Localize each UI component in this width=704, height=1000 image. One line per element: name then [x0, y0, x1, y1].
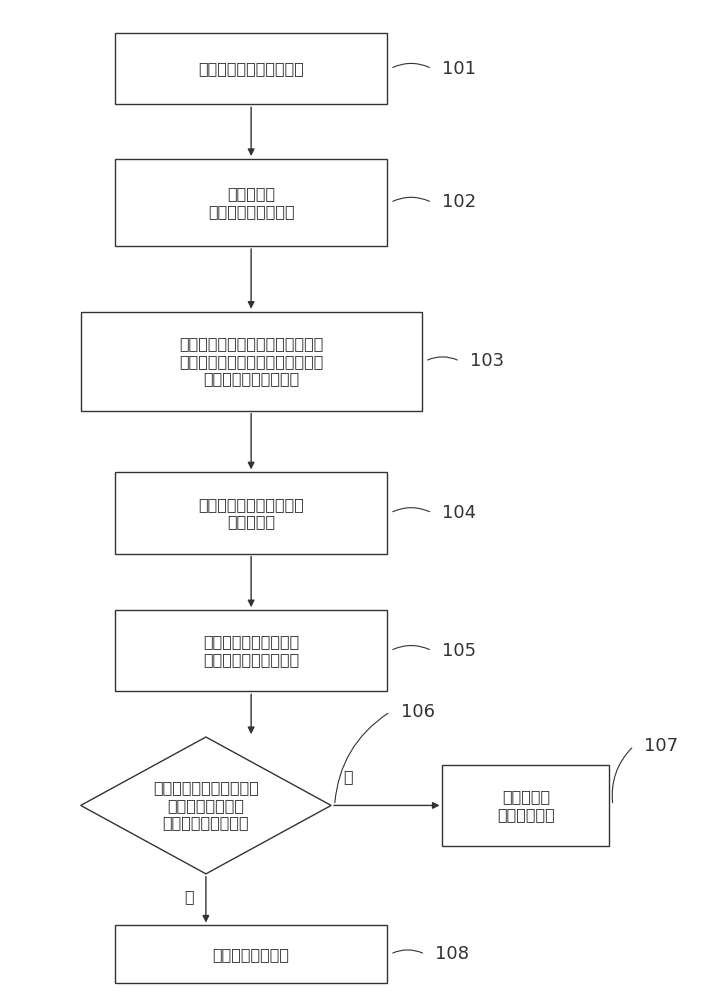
Text: 102: 102: [442, 193, 477, 211]
Text: 判断能量值与电能之间的
差值的绝对值是否
大于或等于预设阈值: 判断能量值与电能之间的 差值的绝对值是否 大于或等于预设阈值: [153, 781, 259, 830]
FancyBboxPatch shape: [115, 472, 386, 554]
Text: 是: 是: [344, 769, 353, 784]
FancyBboxPatch shape: [81, 312, 422, 411]
Text: 电池断电并
输出报警信息: 电池断电并 输出报警信息: [497, 789, 555, 822]
Text: 电池上设置
光纤光栅温度传感器: 电池上设置 光纤光栅温度传感器: [208, 186, 294, 219]
FancyBboxPatch shape: [442, 765, 610, 846]
Text: 输出正常工作信息: 输出正常工作信息: [213, 947, 289, 962]
FancyBboxPatch shape: [115, 925, 386, 983]
Text: 107: 107: [644, 737, 679, 755]
Text: 101: 101: [442, 60, 477, 78]
Text: 104: 104: [442, 504, 477, 522]
FancyBboxPatch shape: [115, 159, 386, 246]
Text: 否: 否: [184, 889, 194, 904]
FancyBboxPatch shape: [115, 610, 386, 691]
FancyBboxPatch shape: [115, 33, 386, 104]
Text: 从能量变化曲线中获取
温度差值对应的能量值: 从能量变化曲线中获取 温度差值对应的能量值: [203, 635, 299, 667]
Text: 获取电池的能量变化曲线: 获取电池的能量变化曲线: [199, 61, 304, 76]
Text: 通过光纤光栅温度传感器采集电池
的温度值，并且计算预设时间段内
两个温度值的温度差值: 通过光纤光栅温度传感器采集电池 的温度值，并且计算预设时间段内 两个温度值的温度…: [179, 336, 323, 386]
Text: 106: 106: [401, 703, 434, 721]
Text: 获取电池在预设时间段内
产生的电能: 获取电池在预设时间段内 产生的电能: [199, 497, 304, 529]
Text: 103: 103: [470, 352, 504, 370]
Polygon shape: [81, 737, 331, 874]
Text: 105: 105: [442, 642, 477, 660]
Text: 108: 108: [436, 945, 470, 963]
